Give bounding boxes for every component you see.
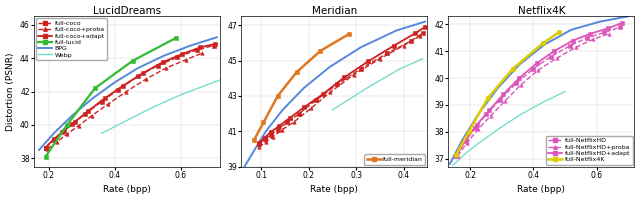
Title: Meridian: Meridian <box>312 6 357 16</box>
Legend: full-meridian: full-meridian <box>364 154 426 165</box>
Y-axis label: Distortion (PSNR): Distortion (PSNR) <box>6 52 15 131</box>
Title: LucidDreams: LucidDreams <box>93 6 161 16</box>
X-axis label: Rate (bpp): Rate (bpp) <box>517 185 565 194</box>
Title: Netflix4K: Netflix4K <box>518 6 565 16</box>
Legend: full-NetflixHD, full-NetflixHD+proba, full-NetflixHD+adapt, full-Netflix4K: full-NetflixHD, full-NetflixHD+proba, fu… <box>546 136 632 165</box>
Legend: full-coco, full-coco+proba, full-coco+adapt, full-lucid, BPG, Webp: full-coco, full-coco+proba, full-coco+ad… <box>36 18 108 60</box>
X-axis label: Rate (bpp): Rate (bpp) <box>103 185 151 194</box>
X-axis label: Rate (bpp): Rate (bpp) <box>310 185 358 194</box>
